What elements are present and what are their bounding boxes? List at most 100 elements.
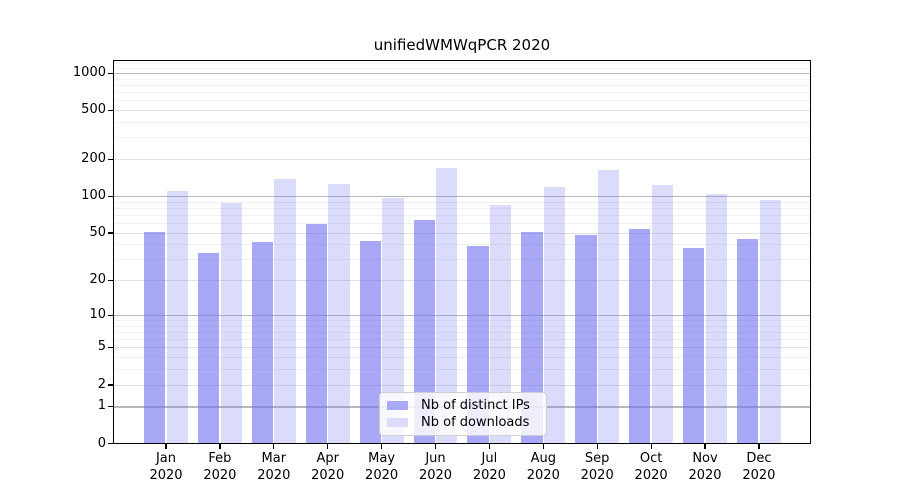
x-tick-month: Dec <box>746 451 772 466</box>
y-tick-label: 200 <box>81 151 106 167</box>
y-tick-mark <box>107 72 113 74</box>
gridline-minor <box>113 122 811 124</box>
chart-title: unifiedWMWqPCR 2020 <box>373 36 551 54</box>
gridline-major <box>113 73 811 75</box>
x-tick-year: 2020 <box>418 468 453 483</box>
legend: Nb of distinct IPs Nb of downloads <box>379 392 547 436</box>
bar-ips-aug <box>521 231 543 444</box>
bar-ips-apr <box>305 223 328 444</box>
gridline-minor <box>113 201 811 203</box>
plot-area <box>113 60 811 444</box>
bar-downloads-may <box>382 198 404 444</box>
bar-ips-nov <box>683 248 705 444</box>
x-tick-mark <box>381 444 383 449</box>
x-tick-label: Dec 2020 <box>727 450 791 484</box>
x-tick-mark <box>488 444 491 449</box>
x-tick-year: 2020 <box>257 468 291 483</box>
x-tick-mark <box>704 444 706 449</box>
x-tick-label: May 2020 <box>350 450 414 484</box>
legend-label-downloads: Nb of downloads <box>421 414 530 430</box>
gridline-minor <box>113 259 811 261</box>
x-tick-year: 2020 <box>203 468 237 483</box>
gridline-minor <box>113 100 811 102</box>
x-tick-mark <box>165 444 167 449</box>
x-tick-month: Nov <box>692 451 718 466</box>
gridline-minor <box>113 78 811 80</box>
x-tick-label: Jan 2020 <box>134 450 198 484</box>
gridline-mid <box>113 232 811 234</box>
legend-item-distinct-ips: Nb of distinct IPs <box>387 397 538 414</box>
x-tick-year: 2020 <box>365 468 399 483</box>
y-tick-mark <box>107 443 113 445</box>
y-tick-mark <box>107 158 113 161</box>
x-tick-mark <box>542 444 544 449</box>
x-tick-label: Jun 2020 <box>404 450 468 484</box>
y-tick-label: 50 <box>89 224 106 240</box>
legend-label-distinct-ips: Nb of distinct IPs <box>421 397 530 413</box>
bar-ips-may <box>359 240 381 444</box>
x-tick-year: 2020 <box>472 468 506 483</box>
gridline-minor <box>113 369 811 371</box>
bar-ips-sep <box>575 234 597 444</box>
y-tick-mark <box>107 314 113 316</box>
bar-downloads-jul <box>490 205 512 444</box>
x-tick-mark <box>434 444 437 449</box>
bar-downloads-oct <box>651 185 674 444</box>
x-tick-label: Feb 2020 <box>188 450 252 484</box>
y-tick-mark <box>107 384 113 386</box>
y-tick-mark <box>107 279 113 282</box>
gridline-major <box>113 314 811 317</box>
gridline-major <box>113 196 811 198</box>
bar-downloads-apr <box>328 183 350 444</box>
gridline-minor <box>113 223 811 225</box>
legend-item-downloads: Nb of downloads <box>387 414 538 431</box>
x-tick-label: Nov 2020 <box>673 450 737 484</box>
gridline-minor <box>113 67 811 69</box>
x-tick-label: Aug 2020 <box>511 450 575 484</box>
y-tick-label: 0 <box>97 435 106 451</box>
y-tick-mark <box>107 109 113 112</box>
x-tick-year: 2020 <box>742 468 776 483</box>
y-tick-mark <box>107 232 113 234</box>
bar-downloads-mar <box>274 179 296 444</box>
x-tick-month: May <box>368 451 396 466</box>
bar-downloads-sep <box>597 170 620 444</box>
x-tick-mark <box>219 444 221 449</box>
gridline-minor <box>113 339 811 341</box>
x-tick-month: Oct <box>639 451 663 466</box>
x-tick-label: Mar 2020 <box>242 450 306 484</box>
gridline-minor <box>113 84 811 86</box>
x-tick-month: Feb <box>208 451 232 466</box>
x-tick-mark <box>650 444 652 449</box>
legend-swatch-downloads <box>387 418 408 427</box>
x-tick-month: Jul <box>481 451 498 466</box>
x-tick-mark <box>273 444 275 449</box>
y-tick-label: 5 <box>97 339 106 355</box>
bar-downloads-jun <box>436 168 458 444</box>
y-tick-mark <box>107 406 113 408</box>
bar-ips-feb <box>197 252 220 444</box>
legend-swatch-distinct-ips <box>387 401 408 410</box>
gridline-mid <box>113 347 811 349</box>
gridline-minor <box>113 325 811 327</box>
bar-downloads-dec <box>759 200 781 444</box>
y-tick-label: 2 <box>97 376 106 392</box>
gridline-mid <box>113 384 811 386</box>
bar-ips-oct <box>629 228 651 444</box>
x-tick-month: Aug <box>530 451 556 466</box>
gridline-minor <box>113 331 811 333</box>
gridline-minor <box>113 137 811 139</box>
gridline-minor <box>113 207 811 209</box>
bar-downloads-aug <box>543 187 566 444</box>
x-tick-year: 2020 <box>149 468 183 483</box>
x-tick-year: 2020 <box>634 468 668 483</box>
bar-downloads-feb <box>220 202 242 444</box>
y-tick-label: 100 <box>81 188 106 203</box>
gridline-minor <box>113 357 811 359</box>
x-tick-mark <box>758 444 760 449</box>
y-tick-mark <box>107 347 113 349</box>
bar-ips-jun <box>413 220 435 444</box>
bar-ips-dec <box>736 239 759 444</box>
gridline-minor <box>113 320 811 322</box>
